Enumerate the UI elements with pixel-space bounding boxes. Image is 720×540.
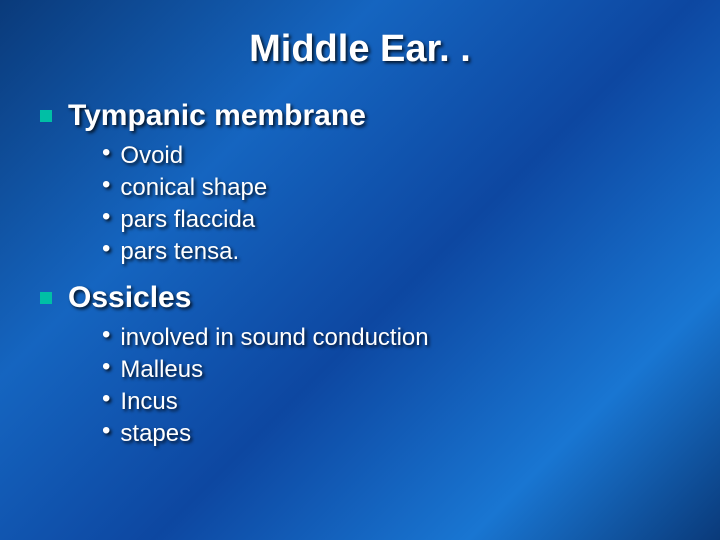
item-text: conical shape bbox=[120, 173, 267, 203]
list-item: • Incus bbox=[102, 387, 680, 417]
slide-title: Middle Ear. . bbox=[40, 28, 680, 71]
bullet-icon: • bbox=[102, 355, 110, 379]
list-item: • conical shape bbox=[102, 173, 680, 203]
bullet-icon: • bbox=[102, 173, 110, 197]
bullet-icon: • bbox=[102, 323, 110, 347]
sub-list-ossicles: • involved in sound conduction • Malleus… bbox=[40, 323, 680, 449]
item-text: Malleus bbox=[120, 355, 203, 385]
bullet-icon: • bbox=[102, 141, 110, 165]
item-text: stapes bbox=[120, 419, 191, 449]
section-tympanic: Tympanic membrane • Ovoid • conical shap… bbox=[40, 99, 680, 267]
square-bullet-icon bbox=[40, 110, 52, 122]
list-item: • pars flaccida bbox=[102, 205, 680, 235]
item-text: Ovoid bbox=[120, 141, 183, 171]
item-text: involved in sound conduction bbox=[120, 323, 428, 353]
list-item: • Malleus bbox=[102, 355, 680, 385]
list-item: • involved in sound conduction bbox=[102, 323, 680, 353]
list-item: • stapes bbox=[102, 419, 680, 449]
bullet-icon: • bbox=[102, 205, 110, 229]
section-header: Tympanic membrane bbox=[40, 99, 680, 133]
section-title-tympanic: Tympanic membrane bbox=[68, 99, 366, 133]
square-bullet-icon bbox=[40, 292, 52, 304]
slide-container: Middle Ear. . Tympanic membrane • Ovoid … bbox=[0, 0, 720, 540]
bullet-icon: • bbox=[102, 387, 110, 411]
list-item: • pars tensa. bbox=[102, 237, 680, 267]
section-ossicles: Ossicles • involved in sound conduction … bbox=[40, 281, 680, 449]
sub-list-tympanic: • Ovoid • conical shape • pars flaccida … bbox=[40, 141, 680, 267]
list-item: • Ovoid bbox=[102, 141, 680, 171]
item-text: pars flaccida bbox=[120, 205, 255, 235]
bullet-icon: • bbox=[102, 419, 110, 443]
bullet-icon: • bbox=[102, 237, 110, 261]
item-text: pars tensa. bbox=[120, 237, 239, 267]
section-header: Ossicles bbox=[40, 281, 680, 315]
item-text: Incus bbox=[120, 387, 177, 417]
section-title-ossicles: Ossicles bbox=[68, 281, 191, 315]
